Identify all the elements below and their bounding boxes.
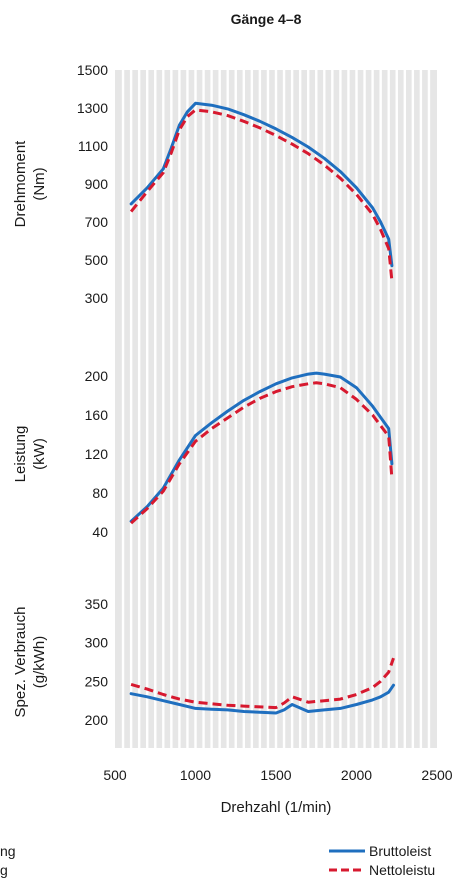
x-tick-label: 2000 [341, 767, 372, 783]
series-line-brutto [129, 101, 394, 268]
y-tick-label: 80 [92, 485, 108, 501]
y-tick-label: 120 [85, 446, 109, 462]
series-line-netto [129, 108, 394, 282]
x-axis: 500 1000 1500 2000 2500 [103, 767, 452, 783]
y-axis-title: Drehmoment [12, 140, 29, 228]
y-tick-label: 350 [85, 596, 109, 612]
x-axis-title: Drehzahl (1/min) [221, 799, 332, 816]
y-tick-label: 160 [85, 407, 109, 423]
legend-label: Bruttoleist [369, 843, 431, 859]
y-tick-label: 200 [85, 368, 109, 384]
panel-1: 40 80 120 160 200 Leistung (kW) [12, 368, 394, 540]
x-tick-label: 2500 [421, 767, 452, 783]
y-tick-label: 500 [85, 252, 109, 268]
y-tick-label: 900 [85, 176, 109, 192]
y-tick-label: 1300 [77, 100, 108, 116]
x-tick-label: 1500 [260, 767, 291, 783]
x-tick-label: 500 [103, 767, 127, 783]
panel-0: 300 500 700 900 1100 1300 1500 Drehmoment (Nm) [12, 62, 394, 306]
series-line-brutto [129, 683, 395, 715]
legend-fragment: ng [0, 843, 16, 859]
plot-background [115, 70, 437, 748]
y-axis-title: Spez. Verbrauch [12, 607, 29, 718]
y-axis-title: Leistung [12, 426, 29, 483]
y-tick-label: 40 [92, 524, 108, 540]
y-axis-title: (kW) [31, 438, 48, 470]
legend-label: Nettoleistu [369, 862, 435, 878]
y-axis-title: (Nm) [31, 167, 48, 200]
series-line-brutto [129, 371, 394, 523]
y-tick-label: 300 [85, 290, 109, 306]
y-tick-label: 250 [85, 673, 109, 689]
legend-fragment: g [0, 862, 8, 878]
legend: Bruttoleist Nettoleistu ng g [0, 843, 435, 878]
chart-panels: 300 500 700 900 1100 1300 1500 Drehmoment (Nm) 40… [12, 62, 395, 728]
y-axis-title: (g/kWh) [31, 636, 48, 689]
y-tick-label: 1100 [78, 138, 108, 154]
series-line-netto [130, 381, 394, 525]
y-tick-label: 200 [85, 712, 109, 728]
panel-2: 200 250 300 350 Spez. Verbrauch (g/kWh) [12, 596, 395, 728]
y-tick-label: 700 [85, 214, 109, 230]
y-tick-label: 300 [85, 635, 109, 651]
chart-title: Gänge 4–8 [231, 11, 302, 27]
x-tick-label: 1000 [180, 767, 211, 783]
y-tick-label: 1500 [77, 62, 108, 78]
